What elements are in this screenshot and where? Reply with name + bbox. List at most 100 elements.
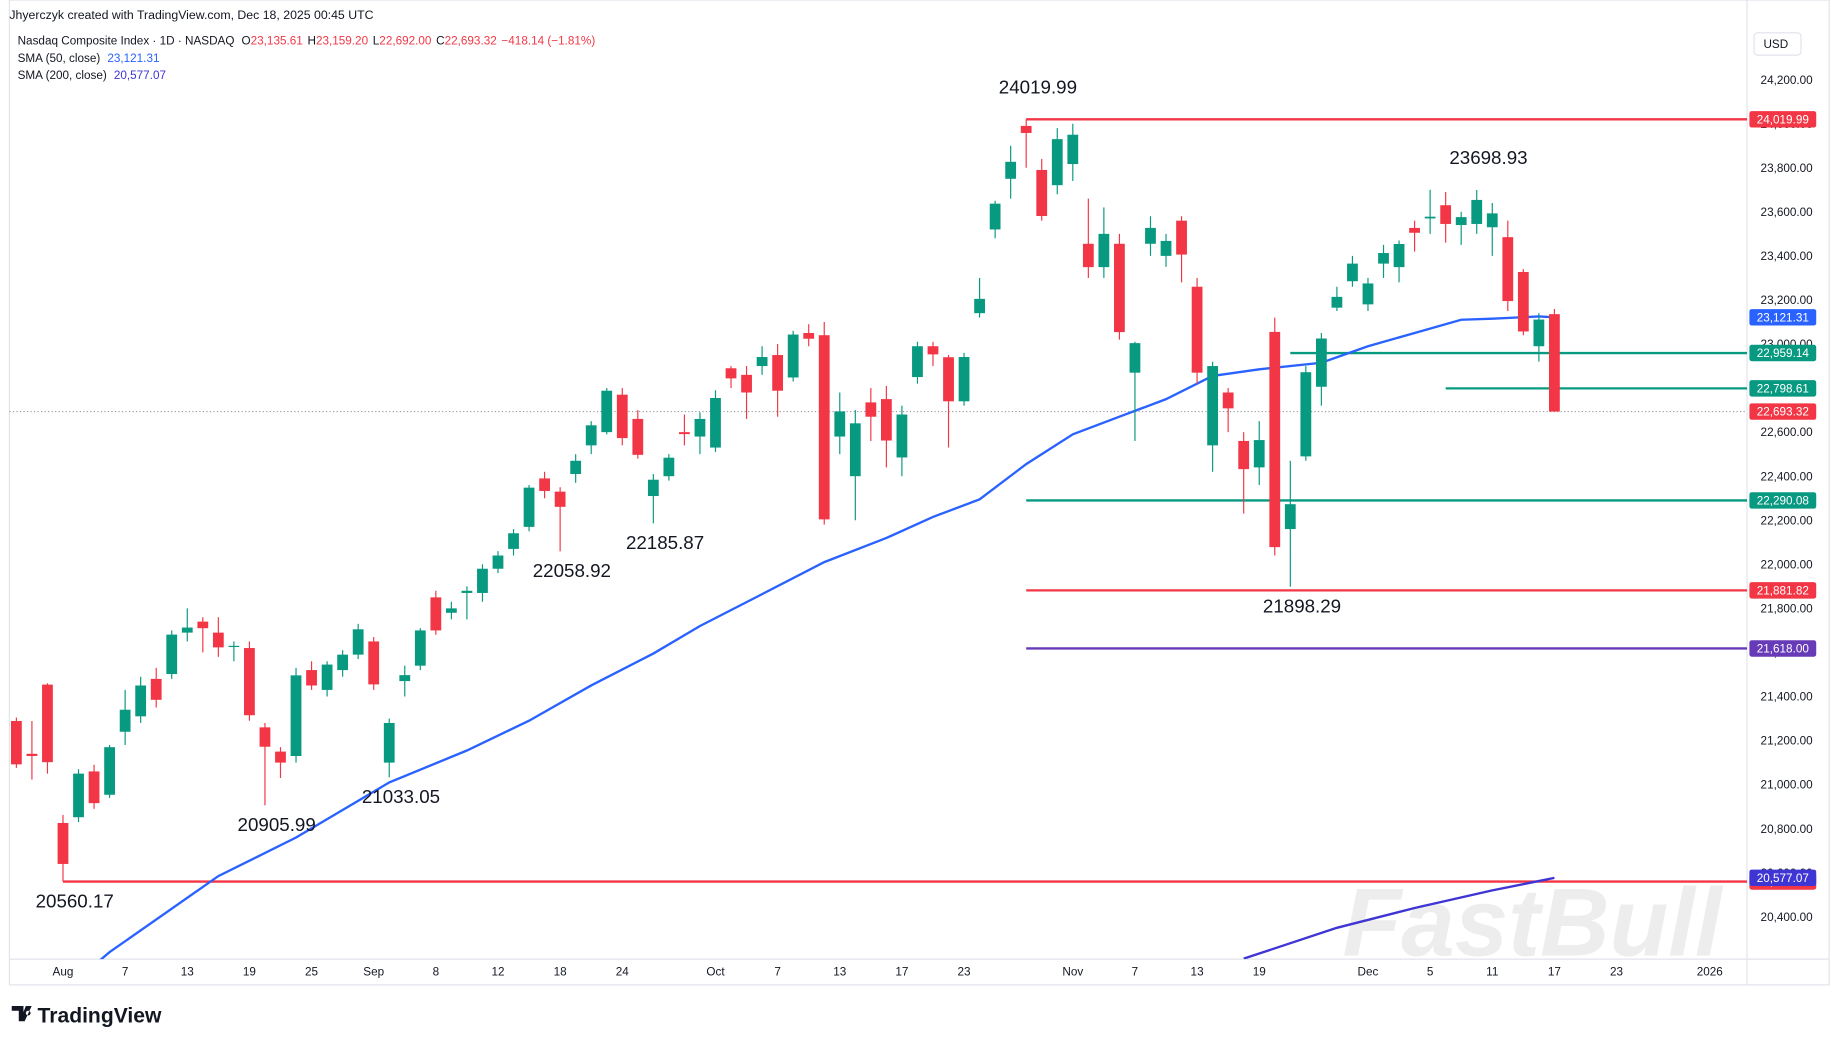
- level-tag: 21,618.00: [1749, 640, 1817, 657]
- ohlc-key: H: [307, 35, 315, 48]
- x-tick-label: Dec: [1358, 966, 1379, 979]
- x-tick-label: 11: [1486, 966, 1498, 979]
- x-tick-label: 13: [1191, 966, 1204, 979]
- price-annotation: 21898.29: [1263, 596, 1341, 617]
- candle-body: [834, 411, 846, 437]
- ohlc-key: C: [436, 35, 445, 48]
- candle-body: [663, 457, 675, 477]
- candle-body: [1176, 220, 1187, 255]
- candle-body: [554, 491, 566, 507]
- y-tick-label: 23,800.00: [1761, 162, 1814, 175]
- candle-body: [166, 634, 178, 675]
- y-tick-label: 24,200.00: [1761, 74, 1814, 87]
- sma-line: [1243, 876, 1555, 960]
- indicator-legend: SMA (200, close) 20,577.07: [18, 69, 166, 82]
- level-tag-box: [1749, 640, 1817, 657]
- price-annotation: 21033.05: [362, 786, 440, 807]
- sma-tag-text: 20,577.07: [1757, 872, 1809, 885]
- candle-body: [1253, 440, 1265, 468]
- candle-body: [1005, 161, 1017, 179]
- candle-body: [181, 627, 193, 633]
- candle-body: [1145, 227, 1156, 244]
- candle-body: [803, 333, 815, 339]
- candle-body: [477, 568, 488, 593]
- candle-body: [1486, 213, 1498, 228]
- price-annotation: 24019.99: [999, 77, 1077, 98]
- sma-tag-box: [1749, 309, 1817, 326]
- ohlc-value: 22,692.00: [379, 35, 432, 48]
- currency-label[interactable]: USD: [1763, 38, 1788, 51]
- x-tick-label: 7: [774, 966, 781, 979]
- y-tick-label: 21,200.00: [1761, 735, 1814, 748]
- x-tick-label: 7: [1132, 966, 1139, 979]
- indicator-name: SMA (50, close): [18, 52, 101, 65]
- candle-body: [896, 414, 908, 458]
- candle-body: [445, 608, 457, 613]
- y-tick-label: 22,200.00: [1761, 514, 1814, 527]
- candle-body: [616, 394, 628, 439]
- currency-button[interactable]: [1753, 32, 1802, 56]
- candle-body: [865, 402, 877, 417]
- candle-body: [1347, 263, 1358, 282]
- x-tick-label: 24: [616, 966, 630, 979]
- candle-body: [1269, 331, 1281, 548]
- candle-body: [212, 632, 224, 648]
- candle-body: [772, 355, 784, 391]
- candle-body: [1284, 504, 1296, 530]
- sma-tag: 23,121.31: [1749, 309, 1817, 326]
- x-tick-label: Aug: [53, 966, 74, 979]
- y-tick-label: 21,400.00: [1761, 691, 1814, 704]
- level-tag: 24,019.99: [1749, 111, 1817, 128]
- level-tag-box: [1749, 582, 1817, 599]
- candle-body: [958, 357, 970, 402]
- candle-body: [135, 685, 147, 717]
- candle-body: [1315, 338, 1327, 387]
- candle-body: [601, 390, 613, 433]
- x-tick-label: 8: [433, 966, 440, 979]
- x-tick-label: 25: [305, 966, 319, 979]
- y-tick-label: 23,400.00: [1761, 250, 1814, 263]
- ohlc-value: 23,159.20: [316, 35, 369, 48]
- candle-body: [570, 460, 582, 474]
- candle-body: [725, 368, 737, 379]
- last-price-tag-text: 22,693.32: [1757, 406, 1809, 419]
- x-tick-label: 2026: [1697, 966, 1723, 979]
- sma-tag: 20,577.07: [1749, 869, 1817, 887]
- level-tag-text: 21,618.00: [1757, 643, 1810, 656]
- candle-body: [912, 346, 923, 378]
- x-tick-label: Oct: [706, 966, 725, 979]
- candle-body: [1331, 296, 1343, 308]
- level-tag-box: [1749, 344, 1817, 362]
- price-annotation: 22185.87: [626, 532, 704, 553]
- y-tick-label: 22,600.00: [1761, 426, 1814, 439]
- chart-frame: [8, 0, 1830, 986]
- candle-body: [1160, 240, 1172, 256]
- y-tick-label: 22,000.00: [1761, 558, 1814, 571]
- candle-body: [1082, 243, 1094, 268]
- candle-body: [88, 771, 100, 804]
- y-tick-label: 20,800.00: [1761, 823, 1814, 836]
- candle-body: [756, 357, 768, 367]
- x-tick-label: 19: [1253, 966, 1266, 979]
- level-tag: 22,798.61: [1749, 380, 1817, 397]
- symbol: Nasdaq Composite Index · 1D · NASDAQ: [18, 35, 235, 48]
- candle-body: [42, 684, 53, 763]
- x-tick-label: 17: [1548, 966, 1561, 979]
- y-tick-label: 20,400.00: [1761, 911, 1814, 924]
- candle-body: [259, 727, 271, 747]
- candle-body: [368, 641, 380, 685]
- candle-body: [414, 630, 426, 666]
- candle-body: [399, 675, 411, 682]
- candle-body: [104, 747, 115, 795]
- x-tick-label: 5: [1427, 966, 1434, 979]
- candle-body: [508, 533, 519, 549]
- level-tag-text: 22,290.08: [1757, 495, 1810, 508]
- candle-body: [1549, 314, 1560, 412]
- candle-body: [787, 334, 799, 378]
- candle-body: [989, 203, 1001, 230]
- candle-body: [1191, 286, 1203, 373]
- level-tag: 21,881.82: [1749, 582, 1817, 599]
- x-tick-label: 23: [1610, 966, 1623, 979]
- level-tag: 22,959.14: [1749, 344, 1817, 362]
